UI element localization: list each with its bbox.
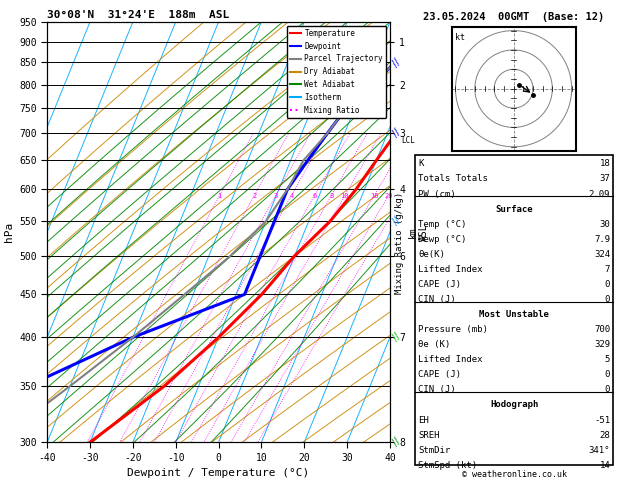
Text: Lifted Index: Lifted Index [418, 355, 483, 364]
Text: 341°: 341° [589, 446, 610, 455]
Text: 3: 3 [274, 192, 278, 199]
Text: 2.09: 2.09 [589, 190, 610, 199]
Text: 324: 324 [594, 250, 610, 259]
Text: Totals Totals: Totals Totals [418, 174, 488, 184]
Text: StmDir: StmDir [418, 446, 450, 455]
Text: 7: 7 [604, 265, 610, 274]
Text: 329: 329 [594, 340, 610, 349]
Text: Most Unstable: Most Unstable [479, 310, 549, 319]
Text: 0: 0 [604, 370, 610, 380]
Text: 10: 10 [340, 192, 349, 199]
Text: 7.9: 7.9 [594, 235, 610, 244]
Text: CIN (J): CIN (J) [418, 385, 456, 395]
Text: CAPE (J): CAPE (J) [418, 370, 461, 380]
Text: Lifted Index: Lifted Index [418, 265, 483, 274]
Y-axis label: hPa: hPa [4, 222, 14, 242]
Text: 14: 14 [599, 461, 610, 470]
Text: 30°08'N  31°24'E  188m  ASL: 30°08'N 31°24'E 188m ASL [47, 10, 230, 20]
Text: StmSpd (kt): StmSpd (kt) [418, 461, 477, 470]
Text: K: K [418, 159, 424, 169]
Text: Surface: Surface [496, 205, 533, 214]
Text: © weatheronline.co.uk: © weatheronline.co.uk [462, 469, 567, 479]
Text: //: // [391, 56, 402, 68]
Text: kt: kt [455, 33, 465, 41]
X-axis label: Dewpoint / Temperature (°C): Dewpoint / Temperature (°C) [128, 468, 309, 478]
Text: Mixing Ratio (g/kg): Mixing Ratio (g/kg) [395, 192, 404, 294]
Text: //: // [391, 127, 402, 139]
Text: θe(K): θe(K) [418, 250, 445, 259]
Text: 2: 2 [252, 192, 256, 199]
Text: 16: 16 [370, 192, 379, 199]
Text: 23.05.2024  00GMT  (Base: 12): 23.05.2024 00GMT (Base: 12) [423, 12, 604, 22]
Text: 700: 700 [594, 325, 610, 334]
Text: θe (K): θe (K) [418, 340, 450, 349]
Text: Temp (°C): Temp (°C) [418, 220, 467, 229]
Text: EH: EH [418, 416, 429, 425]
Text: 6: 6 [312, 192, 316, 199]
Text: //: // [391, 215, 402, 227]
Text: CIN (J): CIN (J) [418, 295, 456, 304]
Text: Pressure (mb): Pressure (mb) [418, 325, 488, 334]
Text: 28: 28 [599, 431, 610, 440]
Text: 30: 30 [599, 220, 610, 229]
Text: CAPE (J): CAPE (J) [418, 280, 461, 289]
Text: 20: 20 [384, 192, 392, 199]
Text: 0: 0 [604, 295, 610, 304]
Text: SREH: SREH [418, 431, 440, 440]
Text: 0: 0 [604, 280, 610, 289]
Text: -51: -51 [594, 416, 610, 425]
Text: 8: 8 [329, 192, 333, 199]
Text: 1: 1 [218, 192, 221, 199]
Text: Dewp (°C): Dewp (°C) [418, 235, 467, 244]
Text: LCL: LCL [401, 136, 415, 145]
Y-axis label: km
ASL: km ASL [408, 223, 429, 241]
Legend: Temperature, Dewpoint, Parcel Trajectory, Dry Adiabat, Wet Adiabat, Isotherm, Mi: Temperature, Dewpoint, Parcel Trajectory… [287, 26, 386, 118]
Text: 18: 18 [599, 159, 610, 169]
Text: PW (cm): PW (cm) [418, 190, 456, 199]
Text: //: // [391, 331, 402, 343]
Text: Hodograph: Hodograph [490, 400, 538, 410]
Text: 4: 4 [289, 192, 294, 199]
Text: //: // [391, 436, 402, 448]
Text: 37: 37 [599, 174, 610, 184]
Text: 5: 5 [604, 355, 610, 364]
Text: 0: 0 [604, 385, 610, 395]
